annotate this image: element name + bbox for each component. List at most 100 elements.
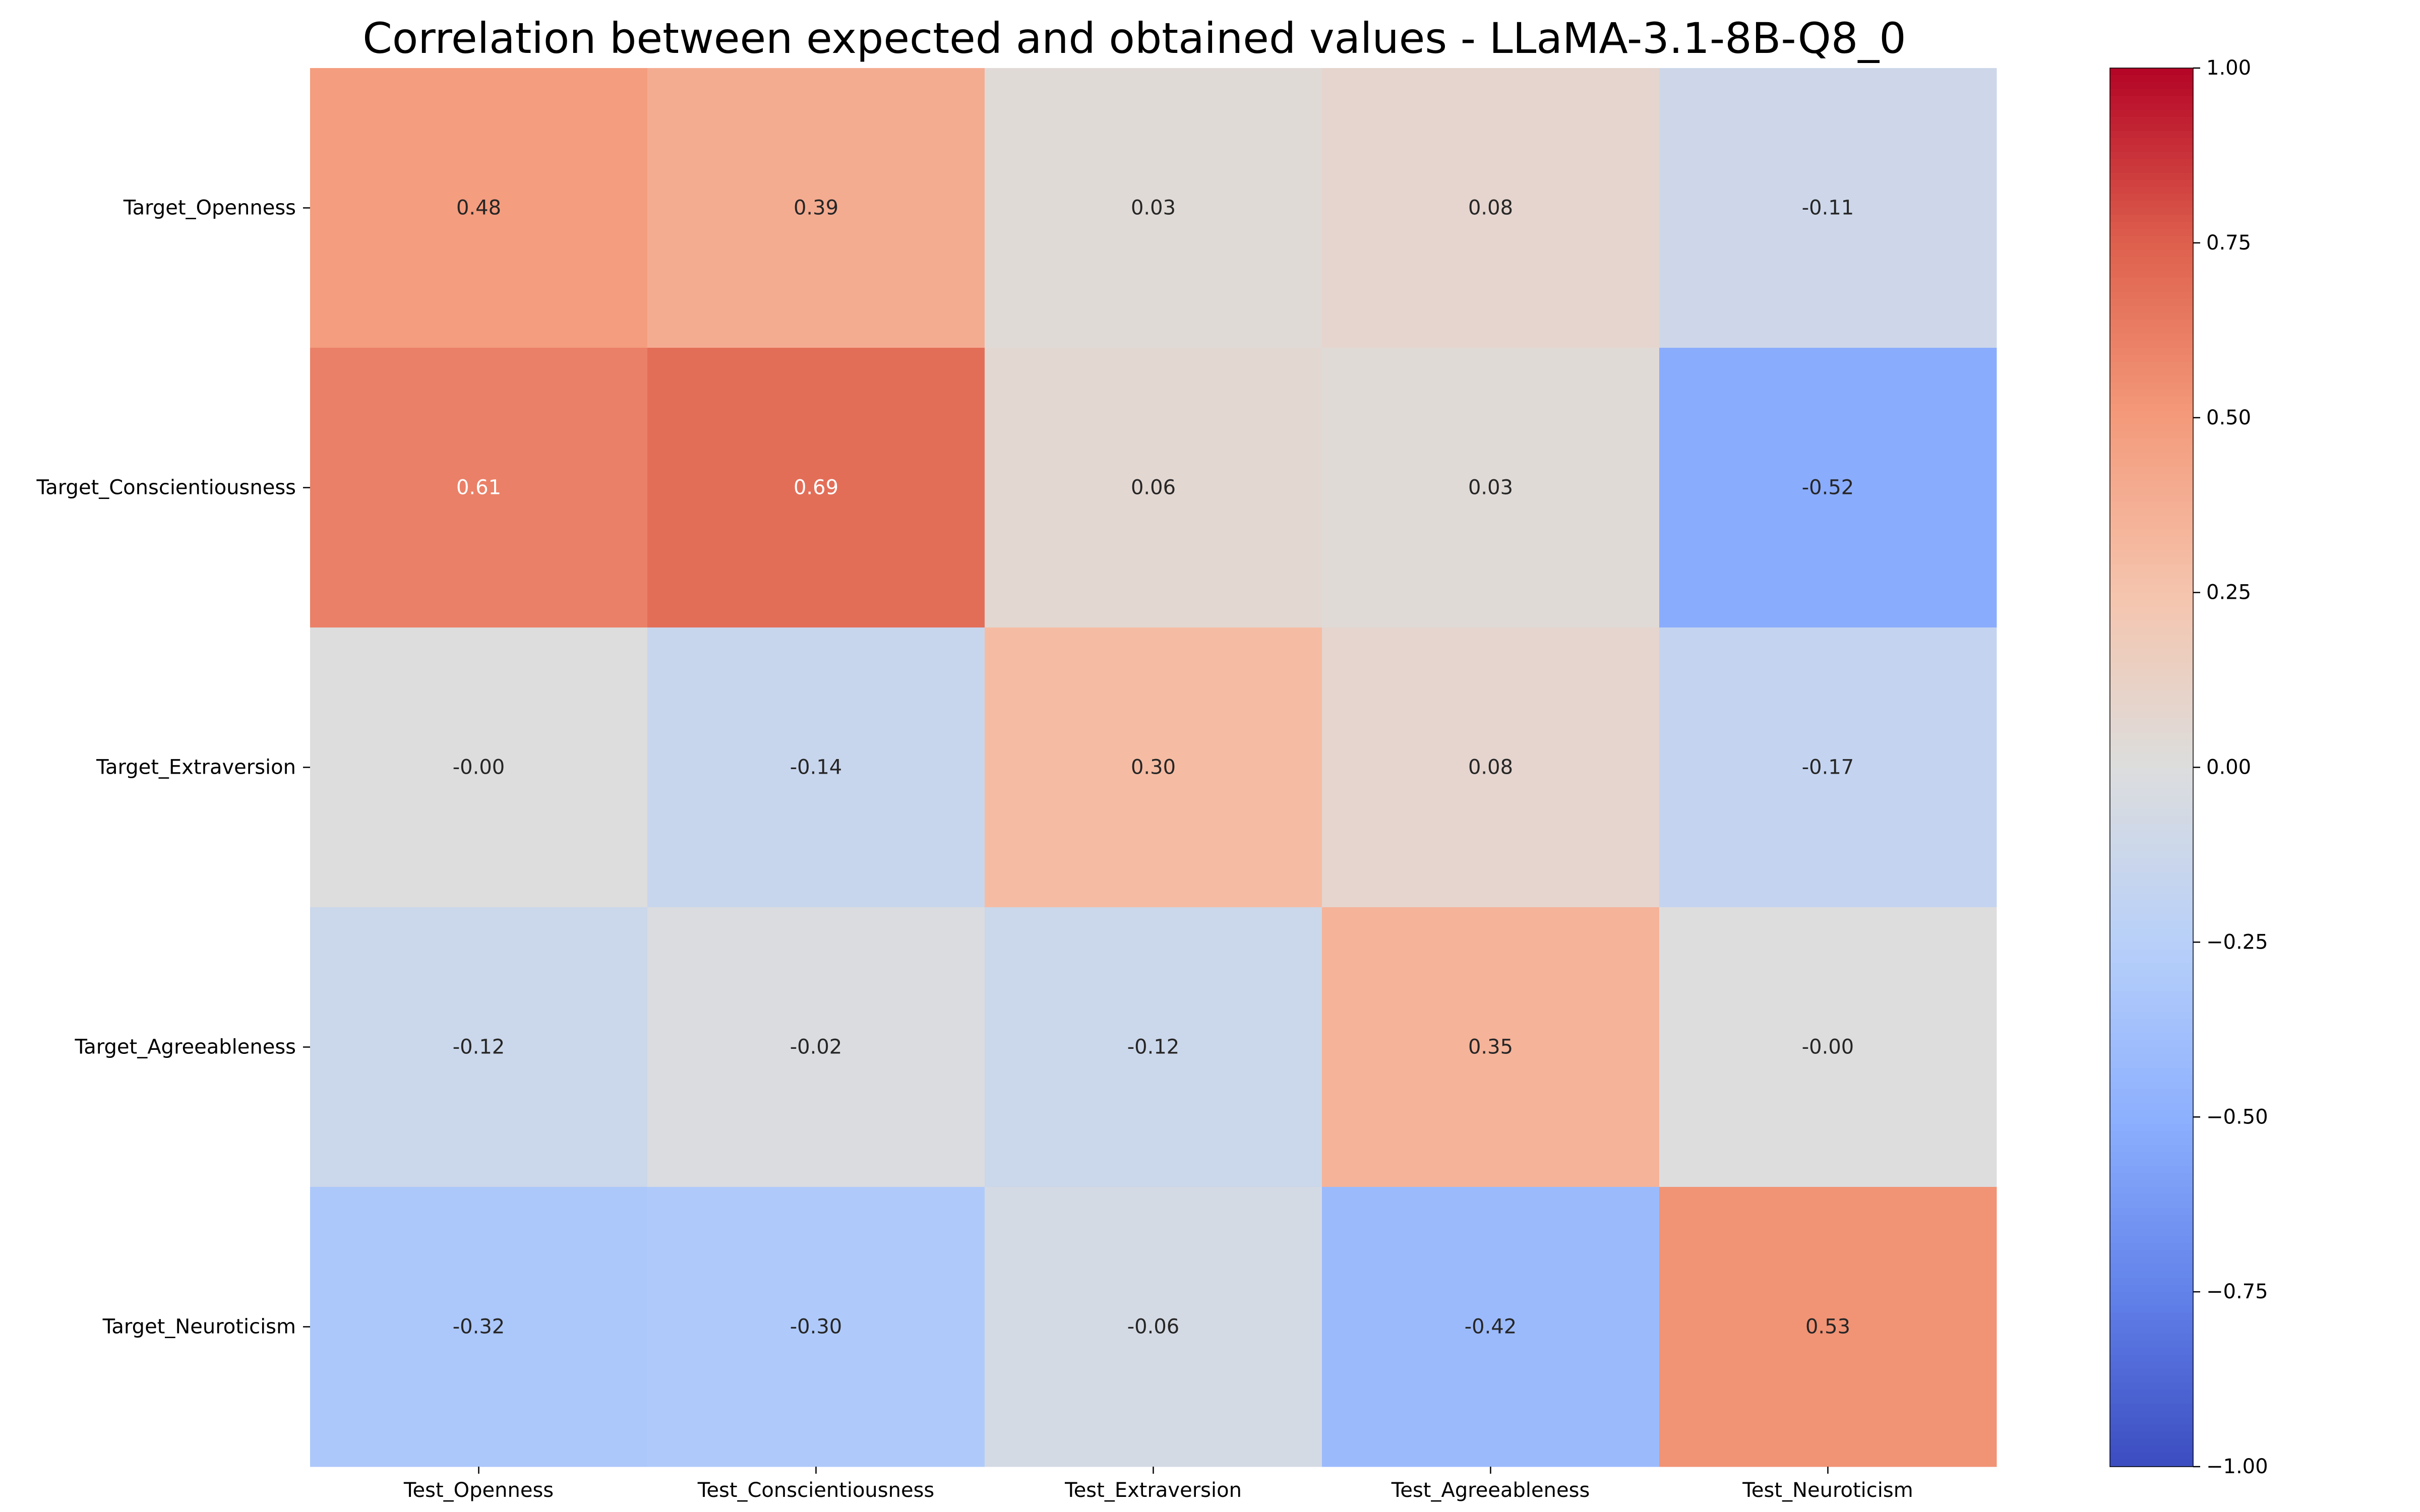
colorbar-segment — [2110, 1145, 2193, 1153]
colorbar-tick-label: −0.75 — [2206, 1280, 2268, 1303]
heatmap-cell — [647, 627, 985, 908]
colorbar-segment — [2110, 173, 2193, 180]
x-axis-ticks: Test_Openness Test_Conscientiousness Test_… — [403, 1467, 1913, 1502]
colorbar-segment — [2110, 774, 2193, 782]
colorbar-segment — [2110, 837, 2193, 845]
colorbar-segment — [2110, 858, 2193, 866]
heatmap-cell — [1322, 627, 1660, 908]
cell-value-label: -0.12 — [1127, 1036, 1180, 1059]
cell-value-label: -0.52 — [1802, 476, 1854, 499]
colorbar-tick-label: −0.50 — [2206, 1105, 2268, 1128]
colorbar-segment — [2110, 935, 2193, 942]
cell-value-label: 0.03 — [1131, 197, 1176, 220]
colorbar-segment — [2110, 1292, 2193, 1299]
colorbar-segment — [2110, 697, 2193, 705]
colorbar-segment — [2110, 208, 2193, 215]
colorbar-segment — [2110, 844, 2193, 852]
heatmap-cell — [1659, 1187, 1997, 1467]
colorbar-segment — [2110, 131, 2193, 139]
colorbar-segment — [2110, 117, 2193, 124]
colorbar-segment — [2110, 1110, 2193, 1117]
colorbar-segment — [2110, 516, 2193, 523]
heatmap-cell — [1322, 68, 1660, 348]
colorbar-segment — [2110, 970, 2193, 978]
colorbar-segment — [2110, 424, 2193, 432]
colorbar-segment — [2110, 949, 2193, 957]
colorbar-segment — [2110, 1061, 2193, 1068]
colorbar-segment — [2110, 1180, 2193, 1187]
colorbar-segment — [2110, 578, 2193, 586]
colorbar-segment — [2110, 676, 2193, 684]
colorbar-segment — [2110, 180, 2193, 187]
colorbar-segment — [2110, 201, 2193, 209]
colorbar-segment — [2110, 397, 2193, 404]
colorbar-segment — [2110, 361, 2193, 369]
colorbar-segment — [2110, 480, 2193, 488]
colorbar-segment — [2110, 453, 2193, 460]
colorbar-segment — [2110, 1166, 2193, 1173]
colorbar-segment — [2110, 1375, 2193, 1383]
colorbar-segment — [2110, 159, 2193, 166]
colorbar: 1.00 0.75 0.50 0.25 0.00 −0.25 −0.50 −0.75 −1.00 — [2109, 56, 2268, 1478]
colorbar-segment — [2110, 1124, 2193, 1131]
colorbar-segment — [2110, 725, 2193, 733]
colorbar-segment — [2110, 327, 2193, 334]
y-tick-label: Target_Conscientiousness — [36, 476, 296, 499]
colorbar-segment — [2110, 592, 2193, 600]
colorbar-segment — [2110, 767, 2193, 775]
colorbar-segment — [2110, 865, 2193, 873]
colorbar-segment — [2110, 1047, 2193, 1054]
colorbar-segment — [2110, 1040, 2193, 1048]
colorbar-segment — [2110, 963, 2193, 971]
heatmap-cell — [1322, 907, 1660, 1187]
cell-value-label: -0.17 — [1802, 756, 1854, 779]
colorbar-segment — [2110, 1131, 2193, 1139]
heatmap-cell — [310, 907, 648, 1187]
colorbar-segment — [2110, 641, 2193, 649]
colorbar-segment — [2110, 760, 2193, 768]
colorbar-segment — [2110, 110, 2193, 117]
colorbar-segment — [2110, 438, 2193, 446]
heatmap-cell — [647, 907, 985, 1187]
colorbar-segment — [2110, 1117, 2193, 1124]
colorbar-segment — [2110, 851, 2193, 859]
colorbar-segment — [2110, 690, 2193, 698]
y-tick-label: Target_Openness — [123, 197, 296, 220]
colorbar-tick-label: −1.00 — [2206, 1455, 2268, 1478]
colorbar-segment — [2110, 487, 2193, 495]
colorbar-segment — [2110, 1138, 2193, 1146]
colorbar-segment — [2110, 998, 2193, 1005]
colorbar-segment — [2110, 746, 2193, 754]
colorbar-segment — [2110, 802, 2193, 810]
colorbar-segment — [2110, 872, 2193, 880]
colorbar-segment — [2110, 557, 2193, 565]
x-tick-label: Test_Openness — [403, 1479, 554, 1502]
colorbar-segment — [2110, 1215, 2193, 1222]
cell-value-label: 0.48 — [456, 197, 501, 220]
cell-value-label: -0.42 — [1465, 1315, 1517, 1339]
cell-value-label: 0.08 — [1468, 756, 1513, 779]
colorbar-segment — [2110, 1187, 2193, 1194]
colorbar-segment — [2110, 404, 2193, 411]
colorbar-segment — [2110, 921, 2193, 929]
colorbar-segment — [2110, 1103, 2193, 1110]
cell-value-label: 0.08 — [1468, 197, 1513, 220]
colorbar-segment — [2110, 718, 2193, 726]
colorbar-segment — [2110, 942, 2193, 950]
colorbar-segment — [2110, 529, 2193, 537]
colorbar-segment — [2110, 1054, 2193, 1061]
colorbar-segment — [2110, 1089, 2193, 1097]
colorbar-segment — [2110, 1243, 2193, 1250]
colorbar-segment — [2110, 96, 2193, 103]
colorbar-segment — [2110, 236, 2193, 243]
colorbar-segment — [2110, 298, 2193, 306]
colorbar-tick-label: −0.25 — [2206, 930, 2268, 954]
colorbar-segment — [2110, 75, 2193, 83]
colorbar-segment — [2110, 1264, 2193, 1272]
cell-value-label: 0.03 — [1468, 476, 1513, 499]
colorbar-segment — [2110, 1334, 2193, 1341]
colorbar-segment — [2110, 222, 2193, 229]
colorbar-segment — [2110, 249, 2193, 258]
colorbar-segment — [2110, 341, 2193, 348]
colorbar-segment — [2110, 1404, 2193, 1411]
